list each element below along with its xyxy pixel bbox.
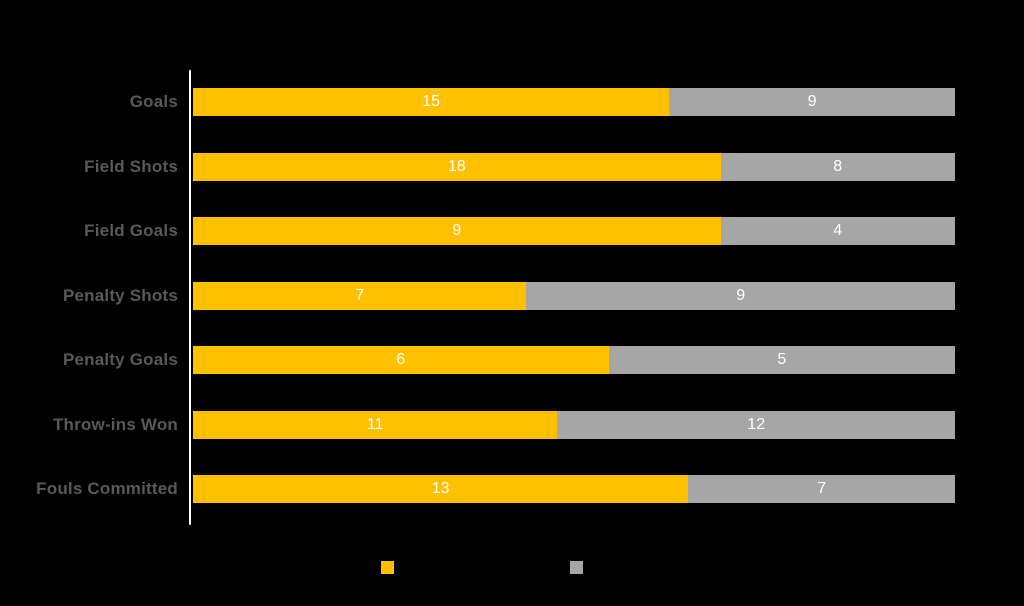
category-label: Field Shots (84, 156, 178, 176)
category-label: Fouls Committed (36, 479, 178, 498)
category-label: Goals (129, 92, 178, 111)
category-label: Penalty Goals (62, 350, 178, 369)
value-label: 4 (833, 222, 843, 239)
bar-segment-gray-series: 9 (669, 88, 955, 116)
bar-segment-yellow-series: 11 (193, 410, 558, 439)
y-axis-line (189, 70, 191, 525)
category-label: Throw-ins Won (52, 414, 178, 434)
value-label: 6 (396, 351, 406, 368)
bar-segment-gray-series: 4 (720, 217, 955, 245)
bar-segment-gray-series: 9 (526, 281, 955, 310)
value-label: 7 (817, 480, 827, 497)
bar-rows: Goals 15 9 Field Shots 18 8 Field Goals 9 4 Penal… (0, 88, 955, 503)
value-label: 9 (452, 222, 462, 239)
bar-segment-gray-series: 8 (720, 152, 955, 181)
value-label: 7 (355, 286, 365, 304)
bar-segment-gray-series: 7 (688, 475, 955, 503)
bar-segment-yellow-series: 6 (193, 346, 609, 374)
legend (0, 561, 1024, 575)
value-label: 9 (736, 286, 746, 304)
value-label: 18 (447, 157, 466, 175)
category-label: Field Goals (84, 221, 178, 240)
bar-segment-yellow-series: 7 (193, 281, 527, 310)
bar-segment-yellow-series: 15 (193, 88, 670, 116)
bar-row: Goals 15 9 (0, 88, 955, 116)
category-label: Penalty Shots (62, 285, 178, 305)
value-label: 15 (422, 93, 441, 110)
legend-swatch-yellow (381, 561, 394, 574)
value-label: 11 (366, 415, 384, 433)
value-label: 8 (833, 157, 843, 175)
bar-track: 15 9 (193, 88, 955, 116)
value-label: 9 (807, 93, 817, 110)
bar-segment-gray-series: 12 (557, 410, 955, 439)
bar-segment-yellow-series: 9 (193, 217, 721, 245)
value-label: 12 (747, 415, 766, 433)
bar-segment-yellow-series: 18 (193, 152, 721, 181)
bar-track: 13 7 (193, 475, 955, 503)
value-label: 5 (777, 351, 787, 368)
bar-track: 11 12 (193, 410, 955, 439)
bar-row: Field Shots 18 8 (0, 152, 955, 181)
value-label: 13 (431, 480, 450, 497)
bar-row: Penalty Goals 6 5 (0, 346, 955, 374)
bar-row: Fouls Committed 13 7 (0, 475, 955, 503)
bar-row: Penalty Shots 7 9 (0, 281, 955, 310)
bar-row: Field Goals 9 4 (0, 217, 955, 245)
legend-swatch-gray (570, 561, 583, 574)
bar-row: Throw-ins Won 11 12 (0, 410, 955, 439)
bar-track: 18 8 (193, 152, 955, 181)
bar-segment-gray-series: 5 (608, 346, 955, 374)
bar-segment-yellow-series: 13 (193, 475, 689, 503)
